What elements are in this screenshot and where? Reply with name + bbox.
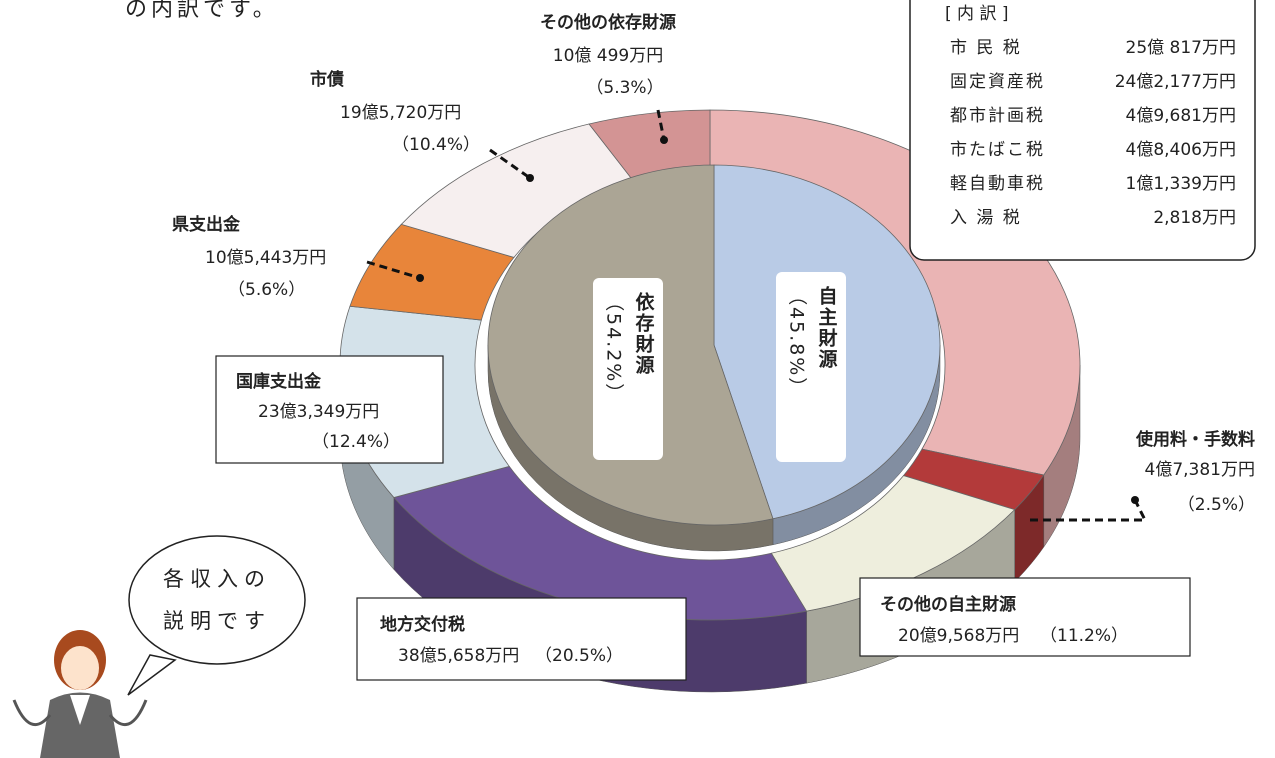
inner-label-box [776,272,846,462]
segment-amount: 19億5,720万円 [340,103,461,123]
segment-amount: 20億9,568万円 [898,626,1019,646]
figure [12,630,148,758]
segment-amount: 38億5,658万円 [398,646,519,666]
breakdown-name: 市 民 税 [950,38,1022,58]
figure-body [40,692,120,758]
segment-percent: （2.5%） [1178,495,1255,515]
inner-label-box [593,278,663,460]
segment-percent: （5.3%） [586,78,663,98]
breakdown-amount: 4億9,681万円 [1126,106,1236,126]
leader-line [656,109,666,141]
figure-arms [12,699,148,727]
bubble-text: 各収入の [163,567,271,591]
segment-name: 地方交付税 [380,614,465,635]
bubble-tail [127,654,177,696]
segment-name: その他の依存財源 [540,12,676,33]
segment-percent: （10.4%） [392,135,480,155]
leader-dot [1131,496,1139,504]
speech-bubble: 各収入の 説明です [127,535,306,696]
breakdown-amount: 24億2,177万円 [1115,72,1236,92]
breakdown-name: 都市計画税 [950,106,1045,126]
breakdown-name: 市たばこ税 [950,140,1045,160]
label-box [356,597,687,681]
breakdown-frame [909,0,1256,261]
bubble-text: 説明です [163,609,271,633]
segment-percent: （12.4%） [312,432,400,452]
segment-name: 市債 [310,69,344,90]
segment-percent: （20.5%） [535,646,623,666]
breakdown-name: 固定資産税 [950,72,1045,92]
intro-text: の内訳です。 [125,0,279,22]
leader-dot [660,136,668,144]
donut-chart: 使用料・手数料 4億7,381万円 （2.5%） その他の自主財源 20億9,568万円… [172,12,1255,693]
inner-percent: （45.8%） [786,286,808,398]
leader-line [489,148,531,180]
label-box [215,355,444,464]
label-box [859,577,1191,657]
leader-dot [416,274,424,282]
breakdown-name: 入 湯 税 [950,208,1022,228]
bubble-shape [128,535,306,665]
figure-collar [70,695,90,725]
segment-percent: （5.6%） [228,280,305,300]
segment-amount: 23億3,349万円 [258,402,379,422]
breakdown-amount: 4億8,406万円 [1126,140,1236,160]
segment-name: その他の自主財源 [880,594,1016,615]
leader-dot [526,174,534,182]
inner-name: 依存財源 [633,291,655,376]
breakdown-amount: 1億1,339万円 [1126,174,1236,194]
breakdown-amount: 25億 817万円 [1126,38,1236,58]
breakdown-amount: 2,818万円 [1153,208,1236,228]
segment-name: 国庫支出金 [236,371,322,392]
segment-name: 使用料・手数料 [1135,429,1255,450]
inner-name: 自主財源 [816,285,838,370]
segment-amount: 10億 499万円 [553,46,663,66]
leader-line [366,260,421,280]
breakdown-title: [ 内 訳 ] [945,4,1008,24]
segment-percent: （11.2%） [1040,626,1128,646]
segment-name: 県支出金 [172,214,241,235]
breakdown-name: 軽自動車税 [950,174,1045,194]
segment-amount: 4億7,381万円 [1145,460,1255,480]
figure-face [61,646,99,690]
segment-amount: 10億5,443万円 [205,248,326,268]
inner-percent: （54.2%） [603,292,625,404]
